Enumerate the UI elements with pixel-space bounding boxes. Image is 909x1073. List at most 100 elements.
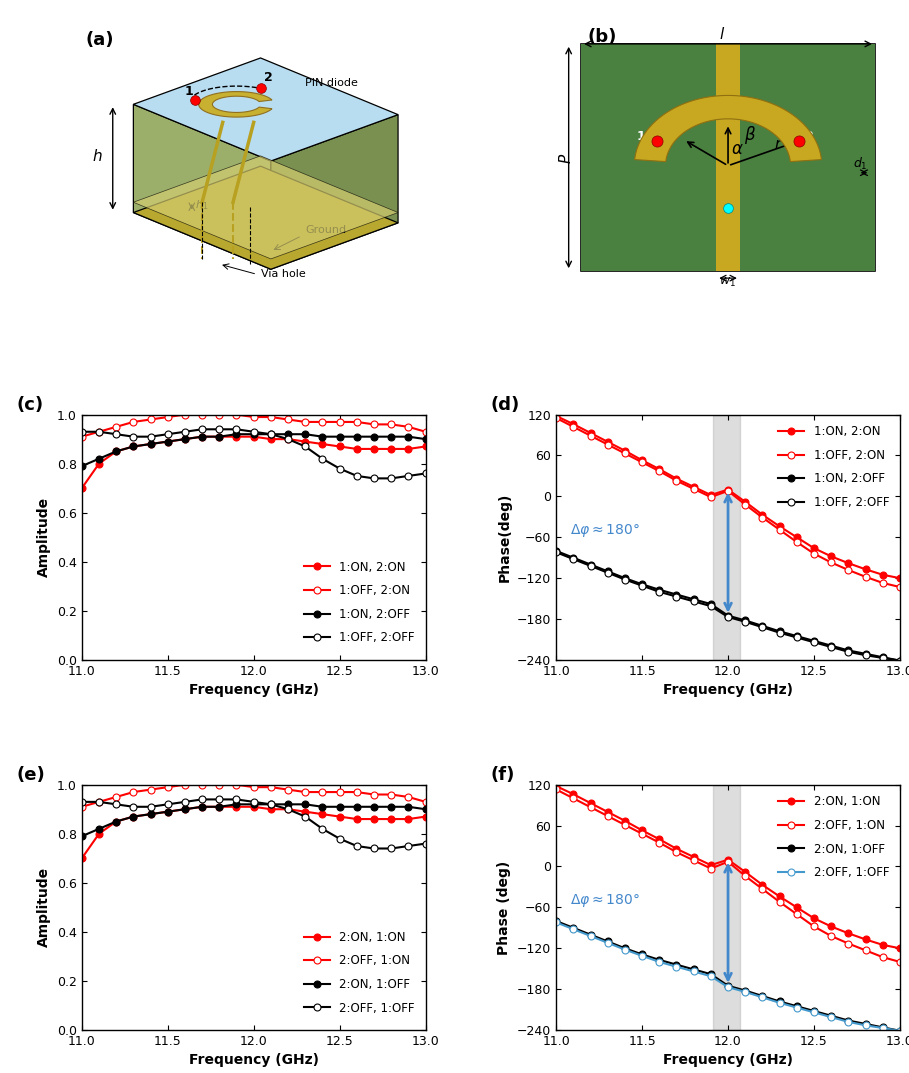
2:OFF, 1:ON — [128, 785, 139, 798]
1:OFF, 2:ON — [723, 485, 734, 498]
Line: 2:ON, 1:OFF: 2:ON, 1:OFF — [553, 917, 904, 1034]
1:ON, 2:ON — [179, 432, 190, 445]
1:ON, 2:ON — [671, 472, 682, 485]
Line: 1:ON, 2:OFF: 1:ON, 2:OFF — [553, 547, 904, 664]
1:OFF, 2:ON — [196, 408, 207, 421]
2:OFF, 1:OFF — [179, 795, 190, 808]
1:ON, 2:OFF — [740, 614, 751, 627]
2:ON, 1:ON — [196, 800, 207, 813]
2:ON, 1:ON — [808, 912, 819, 925]
1:OFF, 2:ON — [403, 421, 414, 433]
1:OFF, 2:ON — [619, 447, 630, 460]
Y-axis label: Amplitude: Amplitude — [37, 497, 52, 577]
1:OFF, 2:ON — [368, 418, 379, 431]
2:ON, 1:OFF — [368, 800, 379, 813]
1:OFF, 2:OFF — [128, 430, 139, 443]
2:ON, 1:ON — [94, 827, 105, 840]
2:ON, 1:OFF — [792, 1000, 803, 1013]
2:ON, 1:OFF — [335, 800, 345, 813]
Legend: 2:ON, 1:ON, 2:OFF, 1:ON, 2:ON, 1:OFF, 2:OFF, 1:OFF: 2:ON, 1:ON, 2:OFF, 1:ON, 2:ON, 1:OFF, 2:… — [774, 791, 894, 884]
Text: (d): (d) — [491, 396, 520, 414]
1:ON, 2:OFF — [860, 647, 871, 660]
1:ON, 2:ON — [196, 430, 207, 443]
2:ON, 1:ON — [585, 796, 596, 809]
1:ON, 2:OFF — [335, 430, 345, 443]
1:ON, 2:OFF — [585, 558, 596, 571]
2:ON, 1:OFF — [128, 810, 139, 823]
2:OFF, 1:ON — [603, 810, 614, 823]
2:ON, 1:ON — [145, 808, 156, 821]
2:OFF, 1:OFF — [265, 798, 276, 811]
Polygon shape — [271, 115, 398, 269]
Text: $h_1$: $h_1$ — [195, 199, 208, 212]
1:OFF, 2:OFF — [654, 586, 664, 599]
2:ON, 1:ON — [860, 934, 871, 946]
2:OFF, 1:ON — [300, 785, 311, 798]
1:ON, 2:ON — [145, 438, 156, 451]
Text: Ground: Ground — [305, 225, 346, 235]
2:ON, 1:OFF — [300, 798, 311, 811]
2:ON, 1:OFF — [163, 805, 174, 818]
1:ON, 2:ON — [352, 442, 363, 455]
1:ON, 2:ON — [603, 436, 614, 449]
1:OFF, 2:ON — [808, 547, 819, 560]
2:OFF, 1:OFF — [688, 965, 699, 978]
2:ON, 1:ON — [163, 805, 174, 818]
Text: $\beta$: $\beta$ — [744, 124, 755, 146]
2:OFF, 1:ON — [231, 778, 242, 791]
2:OFF, 1:OFF — [568, 923, 579, 936]
Text: $l$: $l$ — [719, 26, 724, 42]
1:ON, 2:OFF — [76, 459, 87, 472]
1:OFF, 2:OFF — [352, 470, 363, 483]
2:OFF, 1:OFF — [163, 798, 174, 811]
2:OFF, 1:OFF — [231, 793, 242, 806]
1:OFF, 2:OFF — [94, 425, 105, 438]
2:OFF, 1:OFF — [385, 842, 396, 855]
2:OFF, 1:OFF — [774, 997, 785, 1010]
Text: $\Delta\varphi \approx 180°$: $\Delta\varphi \approx 180°$ — [570, 892, 640, 909]
Text: (e): (e) — [16, 766, 45, 783]
1:ON, 2:OFF — [179, 432, 190, 445]
2:OFF, 1:OFF — [808, 1005, 819, 1018]
Text: 2: 2 — [805, 130, 814, 143]
Polygon shape — [134, 166, 398, 269]
2:OFF, 1:OFF — [757, 991, 768, 1004]
2:ON, 1:OFF — [551, 914, 562, 927]
2:ON, 1:ON — [283, 803, 294, 815]
1:ON, 2:OFF — [317, 430, 328, 443]
1:OFF, 2:ON — [163, 411, 174, 424]
1:OFF, 2:OFF — [894, 655, 905, 667]
1:ON, 2:OFF — [705, 598, 716, 611]
1:ON, 2:ON — [808, 542, 819, 555]
2:OFF, 1:OFF — [723, 981, 734, 994]
1:ON, 2:OFF — [283, 428, 294, 441]
2:ON, 1:OFF — [76, 829, 87, 842]
2:ON, 1:ON — [654, 833, 664, 846]
2:OFF, 1:OFF — [420, 837, 431, 850]
2:ON, 1:OFF — [248, 798, 259, 811]
1:OFF, 2:OFF — [300, 440, 311, 453]
1:OFF, 2:ON — [860, 571, 871, 584]
2:ON, 1:ON — [688, 851, 699, 864]
1:ON, 2:OFF — [603, 564, 614, 577]
2:ON, 1:ON — [335, 810, 345, 823]
2:ON, 1:OFF — [860, 1017, 871, 1030]
Legend: 1:ON, 2:ON, 1:OFF, 2:ON, 1:ON, 2:OFF, 1:OFF, 2:OFF: 1:ON, 2:ON, 1:OFF, 2:ON, 1:ON, 2:OFF, 1:… — [299, 556, 420, 649]
2:ON, 1:OFF — [808, 1004, 819, 1017]
2:OFF, 1:OFF — [603, 937, 614, 950]
1:ON, 2:OFF — [231, 428, 242, 441]
Text: $w_1$: $w_1$ — [719, 276, 735, 290]
X-axis label: Frequency (GHz): Frequency (GHz) — [189, 1054, 319, 1068]
Text: (f): (f) — [491, 766, 515, 783]
2:OFF, 1:ON — [723, 855, 734, 868]
2:OFF, 1:ON — [420, 795, 431, 808]
1:OFF, 2:OFF — [792, 631, 803, 644]
1:ON, 2:OFF — [300, 428, 311, 441]
1:OFF, 2:OFF — [317, 453, 328, 466]
1:ON, 2:ON — [825, 550, 836, 563]
1:OFF, 2:ON — [894, 580, 905, 593]
Line: 2:OFF, 1:ON: 2:OFF, 1:ON — [78, 781, 429, 810]
1:ON, 2:OFF — [825, 640, 836, 652]
1:ON, 2:OFF — [94, 453, 105, 466]
1:ON, 2:OFF — [196, 430, 207, 443]
